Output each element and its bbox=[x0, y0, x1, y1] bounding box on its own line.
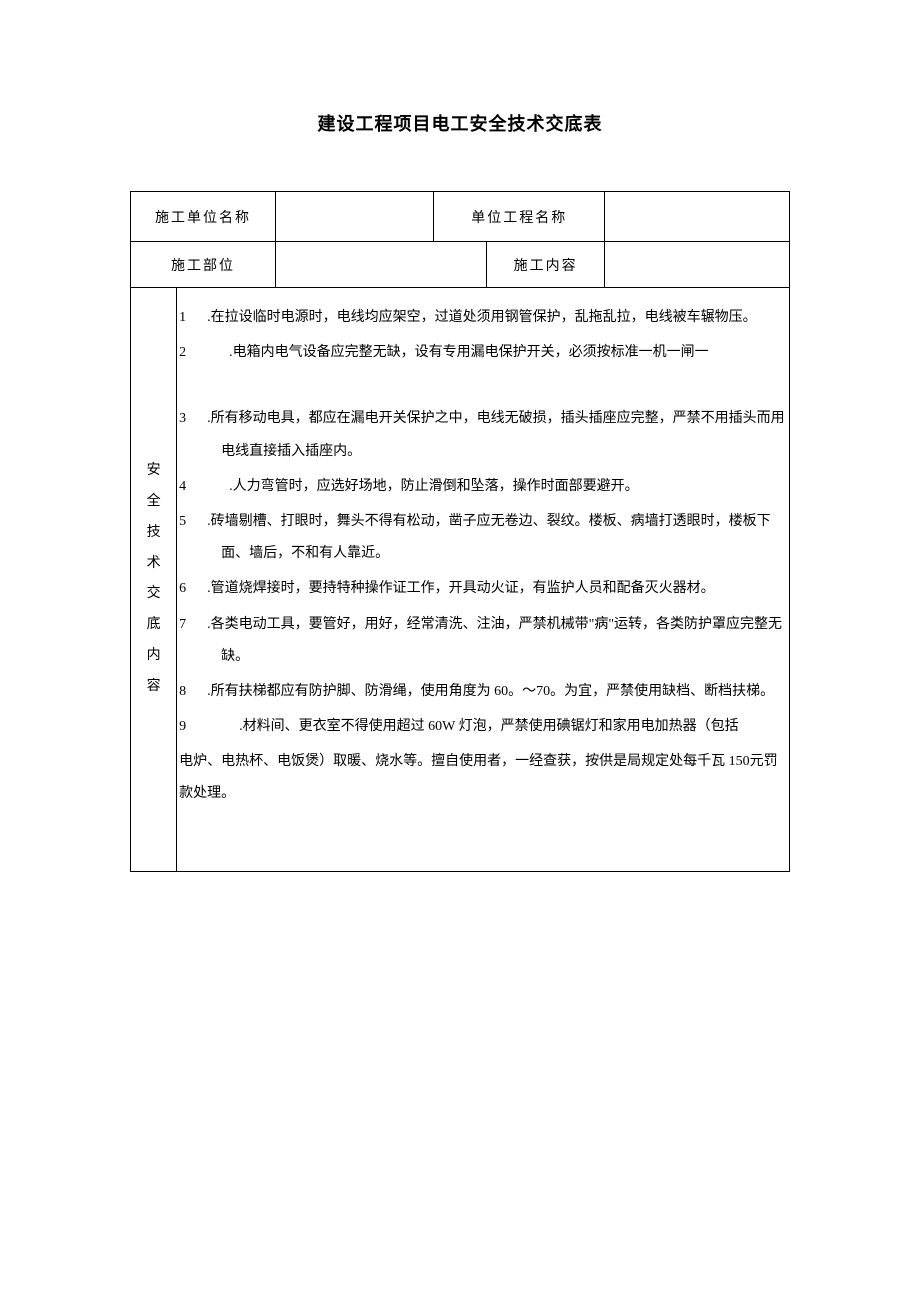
side-label: 安全技术交底内容 bbox=[131, 288, 177, 872]
content-cell: 1.在拉设临时电源时，电线均应架空，过道处须用钢管保护，乱拖乱拉，电线被车辗物压… bbox=[177, 288, 790, 872]
disclosure-table: 施工单位名称 单位工程名称 施工部位 施工内容 安全技术交底内容 1.在拉设临时… bbox=[130, 191, 790, 872]
construction-part-label: 施工部位 bbox=[131, 242, 276, 288]
item-text: .人力弯管时，应选好场地，防止滑倒和坠落，操作时面部要避开。 bbox=[193, 471, 787, 503]
item-text: .所有扶梯都应有防护脚、防滑绳，使用角度为 60。～70。为宜，严禁使用缺档、断… bbox=[193, 676, 787, 708]
item-text: .管道烧焊接时，要持特种操作证工作，开具动火证，有监护人员和配备灭火器材。 bbox=[193, 573, 787, 605]
item-number: 7 bbox=[179, 609, 193, 641]
item-text: .砖墙剔槽、打眼时，舞头不得有松动，凿子应无卷边、裂纹。楼板、病墙打透眼时，楼板… bbox=[193, 506, 787, 570]
item-number: 3 bbox=[179, 403, 193, 435]
content-item: 7.各类电动工具，要管好，用好，经常清洗、注油，严禁机械带"病"运转，各类防护罩… bbox=[179, 609, 787, 673]
construction-unit-label: 施工单位名称 bbox=[131, 192, 276, 242]
item-number: 4 bbox=[179, 471, 193, 503]
content-list: 1.在拉设临时电源时，电线均应架空，过道处须用钢管保护，乱拖乱拉，电线被车辗物压… bbox=[179, 302, 787, 743]
item-text: .材料间、更衣室不得使用超过 60W 灯泡，严禁使用碘锯灯和家用电加热器（包括 bbox=[193, 711, 787, 743]
construction-content-label: 施工内容 bbox=[486, 242, 605, 288]
side-label-text: 安全技术交底内容 bbox=[147, 463, 161, 694]
item-text: .所有移动电具，都应在漏电开关保护之中，电线无破损，插头插座应完整，严禁不用插头… bbox=[193, 403, 787, 467]
item-number: 5 bbox=[179, 506, 193, 538]
item-text: .电箱内电气设备应完整无缺，设有专用漏电保护开关，必须按标准一机一闸一 bbox=[193, 337, 787, 369]
trailing-paragraph: 电炉、电热杯、电饭煲）取暖、烧水等。擅自使用者，一经查获，按供是局规定处每千瓦 … bbox=[179, 746, 787, 810]
construction-content-value bbox=[605, 242, 790, 288]
content-item: 1.在拉设临时电源时，电线均应架空，过道处须用钢管保护，乱拖乱拉，电线被车辗物压… bbox=[179, 302, 787, 334]
item-number: 6 bbox=[179, 573, 193, 605]
content-item: 4.人力弯管时，应选好场地，防止滑倒和坠落，操作时面部要避开。 bbox=[179, 471, 787, 503]
construction-unit-value bbox=[275, 192, 433, 242]
item-text: .各类电动工具，要管好，用好，经常清洗、注油，严禁机械带"病"运转，各类防护罩应… bbox=[193, 609, 787, 673]
item-text: .在拉设临时电源时，电线均应架空，过道处须用钢管保护，乱拖乱拉，电线被车辗物压。 bbox=[193, 302, 787, 334]
content-item: 5.砖墙剔槽、打眼时，舞头不得有松动，凿子应无卷边、裂纹。楼板、病墙打透眼时，楼… bbox=[179, 506, 787, 570]
content-item: 2.电箱内电气设备应完整无缺，设有专用漏电保护开关，必须按标准一机一闸一 bbox=[179, 337, 787, 369]
content-item: 3.所有移动电具，都应在漏电开关保护之中，电线无破损，插头插座应完整，严禁不用插… bbox=[179, 403, 787, 467]
item-number: 2 bbox=[179, 337, 193, 369]
item-number: 9 bbox=[179, 711, 193, 743]
project-name-value bbox=[605, 192, 790, 242]
construction-part-value bbox=[275, 242, 486, 288]
content-item: 8.所有扶梯都应有防护脚、防滑绳，使用角度为 60。～70。为宜，严禁使用缺档、… bbox=[179, 676, 787, 708]
item-number: 8 bbox=[179, 676, 193, 708]
project-name-label: 单位工程名称 bbox=[434, 192, 605, 242]
item-number: 1 bbox=[179, 302, 193, 334]
content-item: 6.管道烧焊接时，要持特种操作证工作，开具动火证，有监护人员和配备灭火器材。 bbox=[179, 573, 787, 605]
content-item: 9.材料间、更衣室不得使用超过 60W 灯泡，严禁使用碘锯灯和家用电加热器（包括 bbox=[179, 711, 787, 743]
document-title: 建设工程项目电工安全技术交底表 bbox=[130, 110, 790, 136]
